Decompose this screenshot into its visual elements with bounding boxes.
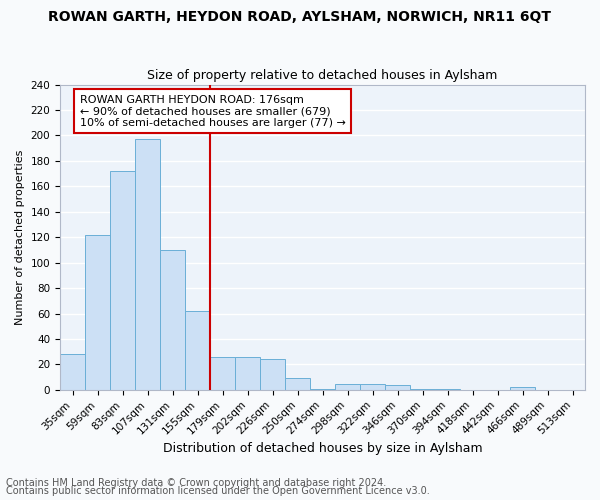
Text: ROWAN GARTH, HEYDON ROAD, AYLSHAM, NORWICH, NR11 6QT: ROWAN GARTH, HEYDON ROAD, AYLSHAM, NORWI… [49, 10, 551, 24]
Bar [285, 378, 310, 390]
Text: ROWAN GARTH HEYDON ROAD: 176sqm
← 90% of detached houses are smaller (679)
10% o: ROWAN GARTH HEYDON ROAD: 176sqm ← 90% of… [80, 94, 346, 128]
Bar [410, 388, 435, 390]
Bar [310, 388, 335, 390]
Bar [210, 357, 235, 390]
X-axis label: Distribution of detached houses by size in Aylsham: Distribution of detached houses by size … [163, 442, 482, 455]
Bar [60, 354, 85, 390]
Bar [510, 388, 535, 390]
Bar [185, 311, 210, 390]
Bar [235, 357, 260, 390]
Title: Size of property relative to detached houses in Aylsham: Size of property relative to detached ho… [148, 69, 498, 82]
Text: Contains HM Land Registry data © Crown copyright and database right 2024.: Contains HM Land Registry data © Crown c… [6, 478, 386, 488]
Bar [260, 360, 285, 390]
Text: Contains public sector information licensed under the Open Government Licence v3: Contains public sector information licen… [6, 486, 430, 496]
Bar [110, 171, 135, 390]
Bar [435, 388, 460, 390]
Bar [160, 250, 185, 390]
Bar [360, 384, 385, 390]
Bar [85, 234, 110, 390]
Bar [335, 384, 360, 390]
Bar [385, 385, 410, 390]
Y-axis label: Number of detached properties: Number of detached properties [15, 150, 25, 325]
Bar [135, 140, 160, 390]
